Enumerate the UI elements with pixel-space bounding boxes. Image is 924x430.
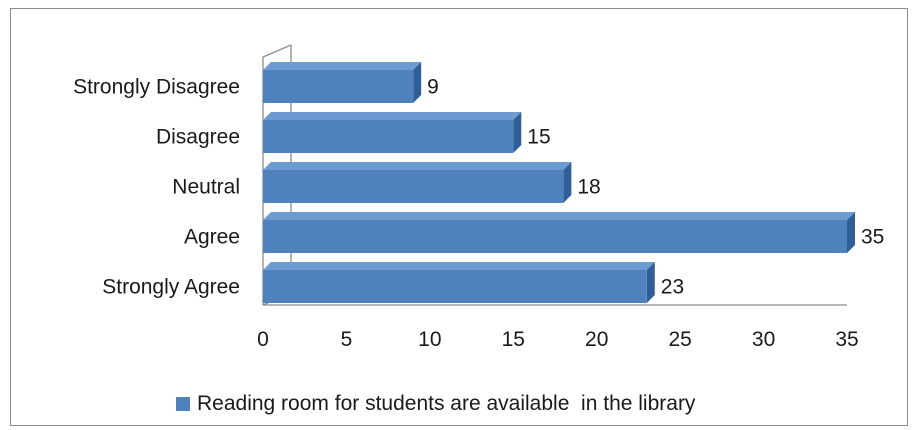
y-category-label: Agree: [184, 226, 240, 249]
bar: [263, 70, 414, 103]
bar-side-face: [646, 262, 655, 303]
x-tick-label: 30: [752, 328, 775, 351]
bar-top-face: [263, 162, 572, 170]
y-category-label: Neutral: [172, 176, 240, 199]
bar-group: [263, 112, 522, 153]
bar-side-face: [847, 212, 855, 253]
x-tick-label: 35: [835, 328, 858, 351]
data-label: 23: [661, 276, 684, 299]
bar-top-face: [263, 262, 655, 270]
bar-group: [263, 262, 655, 303]
y-category-label: Strongly Disagree: [73, 76, 240, 99]
bar-group: [263, 212, 855, 253]
bar-group: [263, 62, 422, 103]
bar: [263, 120, 514, 153]
bar-top-face: [263, 212, 855, 220]
bar: [263, 170, 564, 203]
bar-top-face: [263, 112, 522, 120]
data-label: 15: [527, 126, 550, 149]
x-tick-label: 0: [257, 328, 269, 351]
y-category-label: Disagree: [156, 126, 240, 149]
bar-side-face: [563, 162, 572, 203]
bar-group: [263, 162, 572, 203]
x-tick-label: 20: [585, 328, 608, 351]
legend-label: Reading room for students are available …: [197, 392, 696, 415]
x-tick-label: 10: [418, 328, 441, 351]
x-tick-label: 25: [668, 328, 691, 351]
x-tick-label: 5: [341, 328, 353, 351]
data-label: 18: [577, 176, 600, 199]
bar-top-face: [263, 62, 422, 70]
y-category-label: Strongly Agree: [102, 276, 240, 299]
x-tick-label: 15: [502, 328, 525, 351]
bar: [263, 220, 847, 253]
bar-side-face: [513, 112, 522, 153]
legend: Reading room for students are available …: [176, 390, 695, 418]
bar-side-face: [413, 62, 422, 103]
bar: [263, 270, 647, 303]
data-label: 9: [427, 76, 439, 99]
legend-swatch: [176, 397, 190, 411]
data-label: 35: [861, 226, 884, 249]
